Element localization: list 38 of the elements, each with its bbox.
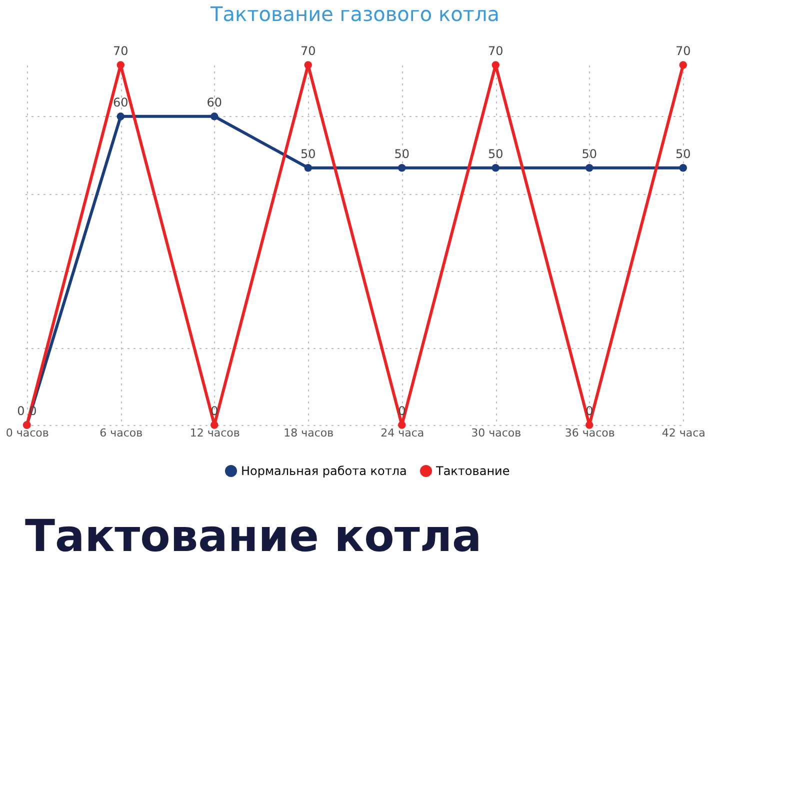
x-tick-label: 12 часов [190,426,240,440]
data-label: 70 [300,44,316,58]
point [586,164,594,172]
data-label: 50 [300,146,316,161]
point [492,61,500,69]
data-label: 60 [112,95,128,110]
data-label: 0 [17,404,25,418]
legend-label: Тактование [435,464,510,478]
data-label: 50 [675,146,691,161]
point [304,61,312,69]
x-tick-label: 6 часов [100,426,143,440]
chart-title: Тактование газового котла [210,2,500,26]
x-tick-label: 30 часов [471,426,522,440]
data-label: 50 [394,146,410,161]
point [398,164,406,172]
x-tick-label: 0 часов [6,426,49,440]
point [210,421,218,429]
data-label: 70 [675,44,691,58]
x-tick-label: 18 часов [284,426,334,440]
point [116,112,124,120]
data-label: 50 [582,146,598,161]
point [492,164,500,172]
point [679,164,687,172]
x-tick-label: 24 часа [380,426,424,440]
legend-label: Нормальная работа котла [241,464,407,478]
x-tick-label: 36 часов [564,426,615,440]
point [304,164,312,172]
data-label: 70 [488,44,504,58]
data-label: 50 [488,146,504,161]
point [398,421,406,429]
data-label: 70 [112,44,128,58]
point [210,112,218,120]
point [586,421,594,429]
data-label: 60 [206,95,222,110]
point [679,61,687,69]
x-tick-label: 42 часа [662,426,706,440]
point [116,61,124,69]
text: Тактование котла [25,511,482,562]
